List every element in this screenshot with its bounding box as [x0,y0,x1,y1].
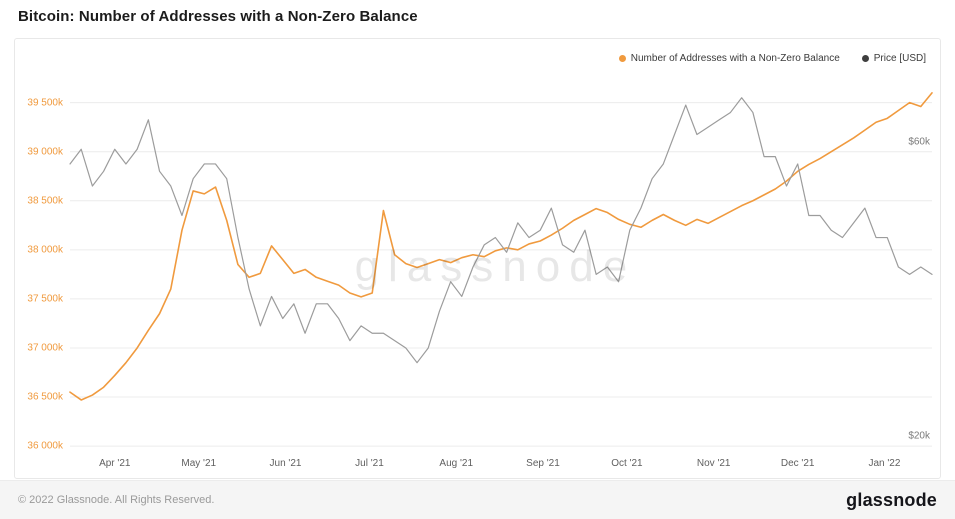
x-axis-tick-label: Jun '21 [269,458,302,469]
y-axis-right-tick-label: $60k [908,136,930,148]
y-axis-left-tick-label: 39 000k [27,146,63,158]
legend-label-addresses: Number of Addresses with a Non-Zero Bala… [630,53,840,64]
y-axis-left-tick-label: 38 000k [27,244,63,256]
y-axis-left-tick-label: 36 000k [27,440,63,452]
x-axis-tick-label: Oct '21 [611,458,643,469]
y-axis-left-tick-label: 38 500k [27,195,63,207]
x-axis-tick-label: Aug '21 [439,458,474,469]
glassnode-logo[interactable]: glassnode [846,489,937,510]
addresses-series-dot-icon [618,55,626,62]
page-title: Bitcoin: Number of Addresses with a Non-… [18,8,418,25]
legend-label-price: Price [USD] [873,53,926,64]
y-axis-right: $60k $20k [888,83,932,451]
chart-canvas [70,83,932,451]
plot-area[interactable]: glassnode 39 500k 39 000k 38 500k 38 000k 37… [27,83,932,469]
y-axis-left-tick-label: 39 500k [27,97,63,109]
x-axis-tick-label: Apr '21 [99,458,131,469]
legend-item-addresses[interactable]: Number of Addresses with a Non-Zero Bala… [618,53,840,64]
chart-card: Number of Addresses with a Non-Zero Bala… [14,38,941,479]
x-axis-tick-label: Sep '21 [526,458,560,469]
x-axis-tick-label: May '21 [181,458,217,469]
chart-legend: Number of Addresses with a Non-Zero Bala… [618,53,926,64]
price-series-dot-icon [861,55,869,62]
x-axis-tick-label: Jul '21 [355,458,384,469]
y-axis-left: 39 500k 39 000k 38 500k 38 000k 37 500k 37 00… [15,83,70,451]
copyright-text: © 2022 Glassnode. All Rights Reserved. [18,494,215,506]
x-axis-tick-label: Jan '22 [868,458,901,469]
price-series-line [70,98,932,363]
footer: © 2022 Glassnode. All Rights Reserved. g… [0,480,955,519]
x-axis: Apr '21 May '21 Jun '21 Jul '21 Aug '21 Sep '… [70,458,932,472]
x-axis-tick-label: Nov '21 [696,458,731,469]
x-axis-tick-label: Dec '21 [780,458,815,469]
y-axis-left-tick-label: 36 500k [27,391,63,403]
y-axis-left-tick-label: 37 000k [27,342,63,354]
y-axis-left-tick-label: 37 500k [27,293,63,305]
y-axis-right-tick-label: $20k [908,430,930,442]
addresses-series-line [70,93,932,400]
legend-item-price[interactable]: Price [USD] [861,53,926,64]
